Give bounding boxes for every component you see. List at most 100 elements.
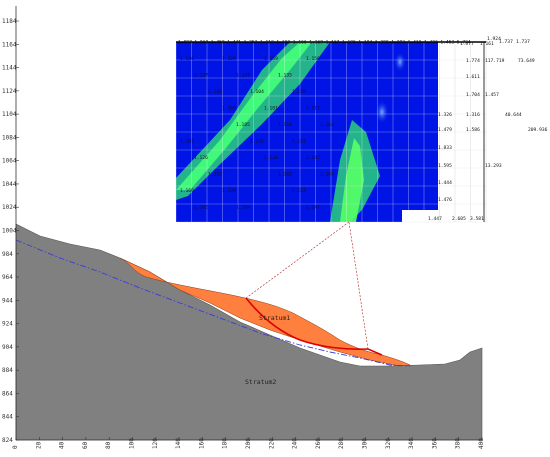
y-tick-label: 1004 <box>2 228 17 235</box>
y-tick-label: 904 <box>2 344 13 351</box>
grid-value: 1.704 <box>466 92 480 98</box>
grid-value: 1.444 <box>438 180 452 186</box>
grid-value: 1.134 <box>264 155 278 161</box>
grid-value: 2.605 <box>452 216 466 222</box>
grid-value: 1.147 <box>306 155 320 161</box>
grid-value: 1.142 <box>320 172 334 178</box>
grid-value: 1.316 <box>466 112 480 118</box>
water-table-line <box>15 239 411 367</box>
x-tick-label: 140 <box>175 438 182 449</box>
grid-value: 1.293 <box>391 40 405 46</box>
grid-right-column-values: 1.774 117.719 73.649 1.611 1.704 1.457 1.326 1.… <box>428 58 548 222</box>
grid-value: 1.162 <box>194 205 208 211</box>
grid-value: 1.290 <box>375 40 389 46</box>
grid-value: 1.181 <box>264 106 278 112</box>
grid-value: 1.253 <box>244 40 258 46</box>
grid-value: 1.195 <box>342 40 356 46</box>
grid-value: 1.441 <box>227 40 241 46</box>
grid-value: 1.135 <box>250 139 264 145</box>
safety-factor-grid: 1.097 1.968 1.458 1.441 1.253 1.118 1.180 1.166… <box>175 36 548 223</box>
cross-section: Stratum1 Stratum2 <box>15 221 483 441</box>
x-tick-label: 0 <box>12 445 19 449</box>
hotspot-b <box>375 100 389 124</box>
grid-value: 1.737 <box>499 39 513 45</box>
x-tick-label: 120 <box>152 438 159 449</box>
grid-value: 1.453 <box>440 40 454 46</box>
grid-value: 1.118 <box>260 40 274 46</box>
y-tick-label: 1124 <box>2 88 17 95</box>
grid-value: 1.147 <box>306 205 320 211</box>
y-tick-label: 1104 <box>2 111 17 118</box>
y-tick-label: 924 <box>2 321 13 328</box>
grid-value: 1.183 <box>292 139 306 145</box>
x-tick-label: 100 <box>129 438 136 449</box>
grid-value: 1.166 <box>293 40 307 46</box>
grid-value: 1.595 <box>438 163 452 169</box>
grid-value: 1.476 <box>438 197 452 203</box>
grid-value: 1.165 <box>222 106 236 112</box>
grid-value: 1.153 <box>292 188 306 194</box>
grid-top-row-values: 1.097 1.968 1.458 1.441 1.253 1.118 1.180 1.166… <box>178 40 471 46</box>
x-tick-label: 320 <box>385 438 392 449</box>
x-tick-label: 200 <box>245 438 252 449</box>
x-tick-label: 160 <box>198 438 205 449</box>
low-factor-band-lower-core <box>340 138 364 222</box>
grid-value: 1.139 <box>222 188 236 194</box>
grid-value: 1.326 <box>438 112 452 118</box>
grid-value: 1.137 <box>194 73 208 79</box>
grid-value: 1.194 <box>358 40 372 46</box>
x-tick-label: 360 <box>431 438 438 449</box>
grid-lines <box>175 41 487 223</box>
grid-value: 1.135 <box>278 73 292 79</box>
grid-value: 1.180 <box>276 40 290 46</box>
grid-value: 1.160 <box>180 188 194 194</box>
grid-value: 1.156 <box>306 56 320 62</box>
soil-layer-stratum1 <box>119 257 411 367</box>
y-tick-label: 844 <box>2 414 13 421</box>
grid-empty-region-2 <box>402 210 438 222</box>
grid-value: 1.192 <box>180 139 194 145</box>
grid-value: 209.936 <box>528 127 548 133</box>
grid-value: 13.293 <box>485 163 502 169</box>
grid-value: 1.406 <box>424 40 438 46</box>
y-tick-label: 944 <box>2 297 13 304</box>
x-tick-label: 220 <box>268 438 275 449</box>
grid-inner-values: 1.136 1.137 1.142 1.165 1.185 1.135 1.134 1.162… <box>180 56 334 211</box>
x-tick-label: 340 <box>408 438 415 449</box>
stratum2-label: Stratum2 <box>245 378 276 386</box>
grid-value: 1.158 <box>278 122 292 128</box>
low-factor-band-core <box>176 42 312 190</box>
x-tick-label: 180 <box>222 438 229 449</box>
grid-value: 1.586 <box>466 127 480 133</box>
grid-value: 1.447 <box>428 216 442 222</box>
grid-value: 1.458 <box>211 40 225 46</box>
grid-value: 1.137 <box>236 73 250 79</box>
grid-value: 1.833 <box>438 145 452 151</box>
grid-value: 1.185 <box>236 122 250 128</box>
y-tick-label: 1184 <box>2 18 17 25</box>
grid-value: 1.129 <box>292 89 306 95</box>
grid-value: 1.133 <box>208 172 222 178</box>
grid-value: 117.719 <box>485 58 505 64</box>
y-tick-label: 1064 <box>2 158 17 165</box>
y-tick-label: 1164 <box>2 41 17 48</box>
grid-value: 1.097 <box>178 40 192 46</box>
x-tick-label: 40 <box>59 441 66 449</box>
grid-top-right-values: 1.924 1.577 1.161 1.737 1.737 <box>460 36 530 47</box>
grid-value: 73.649 <box>518 58 535 64</box>
stratum1-label: Stratum1 <box>259 314 290 322</box>
y-tick-label: 1024 <box>2 204 17 211</box>
grid-value: 3.581 <box>470 216 484 222</box>
y-tick-label: 964 <box>2 274 13 281</box>
y-tick-label: 824 <box>2 437 13 444</box>
y-tick-label: 984 <box>2 251 13 258</box>
grid-value: 1.161 <box>480 41 494 47</box>
y-axis-ticks: 1184 1164 1144 1124 1104 1084 1064 1044 1024 1004… <box>2 18 19 444</box>
grid-value: 1.968 <box>194 40 208 46</box>
x-tick-label: 80 <box>105 441 112 449</box>
grid-value: 1.169 <box>309 40 323 46</box>
grid-value: 1.126 <box>194 155 208 161</box>
x-tick-label: 280 <box>338 438 345 449</box>
bedrock-stratum2 <box>15 223 483 441</box>
